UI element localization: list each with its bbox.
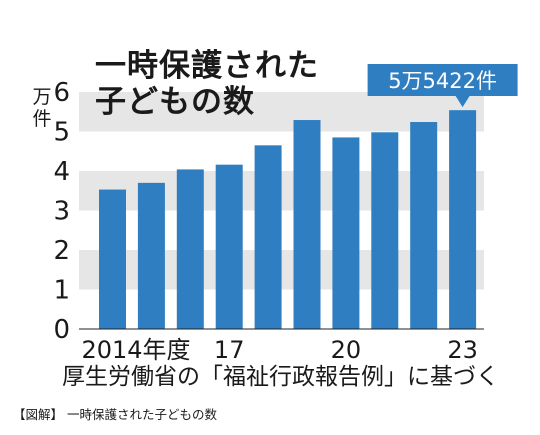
y-tick-label: 4 [53,157,70,187]
callout-box [367,64,518,96]
chart-title-line1: 一時保護された [95,48,319,84]
bar [99,189,126,329]
y-tick-label: 2 [53,236,70,266]
y-tick-label: 6 [53,78,70,108]
bar [293,120,321,329]
bar [410,122,438,330]
y-tick-label: 1 [53,276,70,306]
y-tick-label: 0 [53,315,70,345]
bar [176,169,204,329]
x-tick-label: 2014年度 [81,336,190,364]
y-tick-label: 3 [53,197,70,227]
bar [371,132,399,329]
source-note: 厚生労働省の「福祉行政報告例」に基づく [62,364,499,390]
callout-text: 5万5422件 [388,69,497,93]
figure-caption: 【図解】 一時保護された子どもの数 [13,407,217,422]
bar [332,137,360,329]
y-axis-unit-label: 万件 [32,86,52,130]
value-callout: 5万5422件 [367,64,518,108]
y-tick-label: 5 [53,118,70,148]
bar [137,182,165,329]
bar [449,110,477,329]
callout-arrow [455,96,470,108]
bars [99,110,477,330]
chart-title-line2: 子どもの数 [95,84,255,120]
bar [215,164,243,329]
x-tick-label: 23 [447,336,478,364]
y-axis-ticks: 0 1 2 3 4 5 6 [53,78,70,345]
x-axis-ticks: 2014年度 17 20 23 [81,336,477,364]
x-tick-label: 20 [331,336,362,364]
bar [254,145,282,329]
x-tick-label: 17 [214,336,245,364]
